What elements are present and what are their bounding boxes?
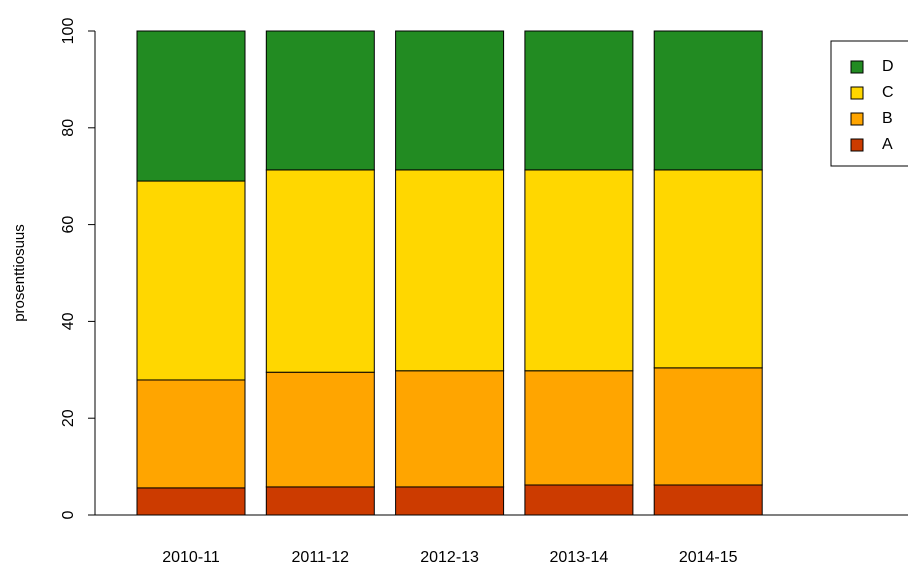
legend-swatch (850, 138, 864, 152)
legend-label: D (882, 58, 894, 75)
bar-segment (524, 484, 634, 516)
bar-segment (136, 487, 246, 516)
bar-segment (136, 379, 246, 489)
legend-label: C (882, 84, 894, 101)
bar-segment (395, 370, 505, 488)
bar-segment (524, 370, 634, 486)
x-tick-label: 2010-11 (162, 549, 220, 566)
bar-segment (395, 486, 505, 516)
bar-segment (265, 30, 375, 171)
legend-label: B (882, 110, 893, 127)
y-tick-label: 0 (60, 510, 77, 519)
x-tick-label: 2013-14 (550, 549, 609, 566)
y-axis-label: prosenttiosuus (11, 224, 28, 322)
bar-segment (136, 30, 246, 182)
y-tick-label: 40 (60, 312, 77, 330)
legend-swatch (850, 86, 864, 100)
x-tick-label: 2012-13 (420, 549, 479, 566)
bar-segment (265, 371, 375, 488)
bar-segment (653, 367, 763, 486)
bar-segment (265, 486, 375, 516)
x-tick-label: 2011-12 (292, 549, 350, 566)
y-tick-label: 100 (60, 18, 77, 45)
bar-segment (653, 484, 763, 516)
bar-segment (653, 30, 763, 171)
bar-segment (524, 169, 634, 372)
legend-box (830, 40, 908, 167)
x-tick-label: 2014-15 (679, 549, 738, 566)
bar-segment (524, 30, 634, 171)
bar-segment (395, 169, 505, 372)
y-tick-label: 20 (60, 409, 77, 427)
bar-segment (136, 180, 246, 381)
bar-segment (395, 30, 505, 171)
bar-segment (653, 169, 763, 369)
bar-segment (265, 169, 375, 373)
y-tick-label: 60 (60, 216, 77, 234)
legend-swatch (850, 60, 864, 74)
y-tick-label: 80 (60, 119, 77, 137)
legend-swatch (850, 112, 864, 126)
legend-label: A (882, 136, 893, 153)
